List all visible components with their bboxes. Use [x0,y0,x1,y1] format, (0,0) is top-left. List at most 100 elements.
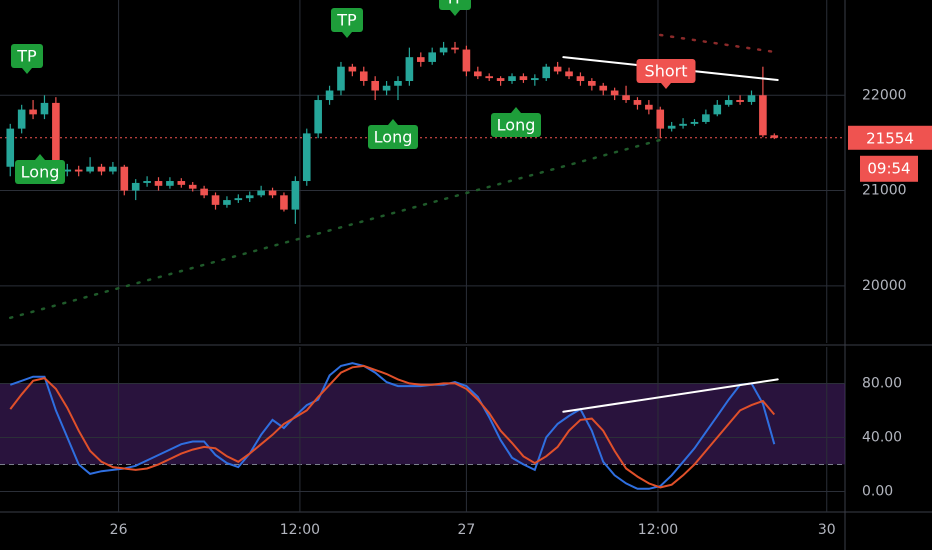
price-label: 21554 [866,129,914,147]
candle-body [542,66,551,79]
signal-label: Long [497,116,536,135]
candle-body [188,184,197,189]
candle-body [588,80,596,86]
signal-label: TP [16,47,37,66]
signal-label: Long [374,128,413,147]
candle-body [462,49,471,72]
candle-body [394,80,402,86]
candle-body [40,102,49,115]
indicator-band [0,383,845,465]
signal-pointer [22,68,32,74]
x-tick-label: 30 [818,522,836,538]
candle-body [245,195,254,199]
signal-box [439,0,471,10]
x-tick-label: 12:00 [638,522,678,538]
candle-body [667,125,676,129]
candle-body [268,190,277,196]
candle-body [656,109,665,129]
x-tick-label: 26 [110,522,128,538]
candle-body [200,188,208,196]
candle-body [759,95,767,136]
candle-body [679,123,687,126]
overlay-line [562,378,779,413]
candle-body [428,52,436,62]
signal-box [15,160,65,184]
countdown-box [860,155,918,182]
x-tick-label: 12:00 [280,522,320,538]
candle-body [17,109,26,129]
signal-box [636,59,696,83]
candle-body [439,47,448,53]
candle-body [314,100,322,134]
overlay-line [659,33,776,54]
countdown-label: 09:54 [867,159,910,177]
signal-pointer [661,83,671,89]
candle-body [576,76,585,81]
x-tick-label: 27 [457,522,475,538]
candle-body [371,80,379,91]
candle-body [496,78,505,81]
candle-body [519,76,528,81]
candle-body [770,135,779,138]
candle-body [29,109,37,115]
candle-body [724,100,733,105]
candle-body [325,90,334,101]
candle-body [120,166,129,191]
candle-body [451,47,459,50]
candle-body [348,66,357,72]
candle-body [211,195,220,205]
candle-body [508,76,516,81]
signal-label: TP [444,0,465,8]
candle-body [610,90,619,96]
candle-body [713,104,722,115]
y2-tick-label: 40.00 [862,429,902,445]
candle-body [280,195,288,210]
signal-pointer [388,119,398,125]
candle-body [223,200,231,205]
candle-body [747,95,756,102]
signal-pointer [342,32,352,38]
y-tick-label: 21000 [862,183,907,199]
candle-body [6,128,15,167]
candle-body [257,190,265,196]
candle-body [97,166,106,172]
candle-body [645,104,653,110]
signal-label: Short [645,62,688,81]
candle-body [485,76,494,79]
candle-body [474,71,482,77]
candle-body [234,198,243,201]
candle-body [63,169,72,172]
signal-pointer [511,107,521,113]
candle-body [52,102,60,172]
signal-box [331,8,363,32]
candle-body [690,121,699,124]
indicator-line [9,364,776,489]
candle-body [599,85,608,91]
price-box [848,125,932,150]
signal-box [368,125,418,149]
y-tick-label: 22000 [862,87,907,103]
candle-body [86,166,94,172]
y2-tick-label: 80.00 [862,375,902,391]
candle-body [166,181,174,186]
candle-body [622,95,630,101]
candle-body [291,181,300,210]
candle-body [74,169,83,172]
signal-pointer [450,10,460,16]
candle-body [405,57,414,81]
candle-body [633,100,642,105]
candle-body [565,71,573,77]
signal-label: TP [336,11,357,30]
candle-body [736,100,744,102]
candle-body [553,66,562,72]
signal-box [11,44,43,68]
signal-pointer [35,154,45,160]
candle-body [359,71,368,81]
candle-body [382,85,391,91]
signal-label: Long [21,163,60,182]
overlay-line [9,138,662,320]
candle-body [416,57,425,62]
signal-box [491,113,541,137]
y-tick-label: 20000 [862,278,907,294]
